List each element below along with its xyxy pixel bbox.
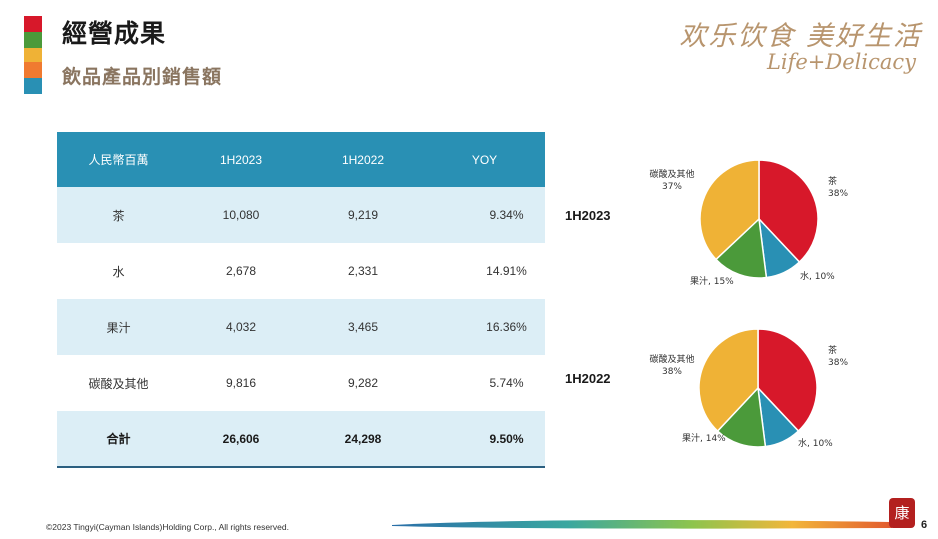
pie-label-1h2022-2: 果汁, 14% <box>682 432 726 444</box>
value-cell-1h2023: 9,816 <box>225 376 257 390</box>
column-header-1h2023: 1H2023 <box>180 132 302 187</box>
brand-chinese-slogan: 欢乐饮食 美好生活 <box>679 21 922 52</box>
yoy-cell: 5.74% <box>489 376 524 390</box>
copyright-text: ©2023 Tingyi(Cayman Islands)Holding Corp… <box>46 522 289 532</box>
table-header-row: 人民幣百萬 1H2023 1H2022 YOY <box>57 132 545 187</box>
table-row: 水 2,678 2,331 14.91% <box>57 243 545 299</box>
pie-slice-1h2023-3 <box>699 159 760 261</box>
kang-seal-logo: 康 <box>889 498 915 528</box>
pie-slice-1h2022-3 <box>698 328 759 433</box>
pie-slice-1h2022-0 <box>757 328 818 433</box>
table-row: 茶 10,080 9,219 9.34% <box>57 187 545 243</box>
color-bar-yellow <box>24 48 42 64</box>
category-cell: 果汁 <box>57 299 180 355</box>
total-cell-1h2022: 24,298 <box>302 411 424 468</box>
column-header-1h2022: 1H2022 <box>302 132 424 187</box>
yoy-cell: 14.91% <box>486 264 527 278</box>
column-header-unit: 人民幣百萬 <box>57 132 180 187</box>
category-cell: 碳酸及其他 <box>88 376 149 391</box>
value-cell-1h2023: 4,032 <box>180 299 302 355</box>
pie-label-1h2023-0: 茶 38% <box>828 175 848 199</box>
category-cell: 水 <box>112 264 125 279</box>
yoy-cell: 16.36% <box>424 299 545 355</box>
value-cell-1h2022: 2,331 <box>347 264 379 278</box>
pie-label-1h2023-1: 水, 10% <box>800 270 835 282</box>
decorative-swoosh <box>392 520 892 529</box>
column-header-yoy: YOY <box>424 132 545 187</box>
page-number: 6 <box>921 519 928 531</box>
table-row: 碳酸及其他 9,816 9,282 5.74% <box>57 355 545 411</box>
color-bar-blue <box>24 78 42 94</box>
yoy-cell: 9.34% <box>424 187 545 243</box>
total-label-cell: 合計 <box>57 411 180 468</box>
pie-label-1h2022-0: 茶 38% <box>828 344 848 368</box>
pie-label-1h2023-3: 碳酸及其他 37% <box>649 168 694 192</box>
sales-table: 人民幣百萬 1H2023 1H2022 YOY 茶 10,080 9,219 9… <box>57 132 545 468</box>
pie-label-1h2023-2: 果汁, 15% <box>690 275 734 287</box>
page-title: 經營成果 <box>62 19 167 48</box>
period-label-1h2023: 1H2023 <box>565 208 611 223</box>
brand-english-slogan: Life+Delicacy <box>766 50 916 74</box>
pie-label-1h2022-1: 水, 10% <box>798 437 833 449</box>
pie-slice-1h2022-2 <box>716 386 767 448</box>
value-cell-1h2023: 10,080 <box>180 187 302 243</box>
category-cell: 茶 <box>57 187 180 243</box>
pie-slice-1h2023-2 <box>714 217 768 279</box>
pie-charts: 茶 38% 水, 10% 果汁, 15% 碳酸及其他 37% 茶 38% 水, 10% 果汁, 1… <box>649 159 848 449</box>
color-bar-red <box>24 16 42 32</box>
value-cell-1h2023: 2,678 <box>225 264 257 278</box>
total-cell-1h2023: 26,606 <box>180 411 302 468</box>
table-total-row: 合計 26,606 24,298 9.50% <box>57 411 545 468</box>
page-subtitle: 飲品產品別銷售額 <box>62 66 223 88</box>
value-cell-1h2022: 3,465 <box>302 299 424 355</box>
color-bar-green <box>24 32 42 48</box>
pie-slice-1h2023-0 <box>758 159 819 264</box>
value-cell-1h2022: 9,282 <box>347 376 379 390</box>
pie-label-1h2022-3: 碳酸及其他 38% <box>649 353 694 377</box>
period-label-1h2022: 1H2022 <box>565 371 611 386</box>
brand-logo: 欢乐饮食 美好生活 Life+Delicacy <box>679 14 922 80</box>
value-cell-1h2022: 9,219 <box>302 187 424 243</box>
table-row: 果汁 4,032 3,465 16.36% <box>57 299 545 355</box>
color-bar-orange <box>24 62 42 78</box>
total-yoy-cell: 9.50% <box>424 411 545 468</box>
